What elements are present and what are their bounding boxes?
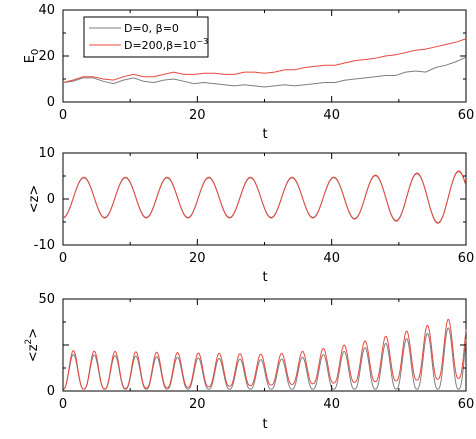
series-line-gray xyxy=(62,171,466,223)
y-tick-label: 40 xyxy=(38,3,55,18)
x-tick-label: 20 xyxy=(189,397,206,412)
x-tick-label: 0 xyxy=(59,108,67,123)
legend-label-red: D=200,β=10−3 xyxy=(124,37,208,52)
svg-text:<z2>: <z2> xyxy=(24,328,41,362)
x-tick-label: 60 xyxy=(458,397,475,412)
y-axis-label: <z> xyxy=(27,185,42,214)
series-line-gray xyxy=(62,327,467,390)
y-axis-label: <z2> xyxy=(24,328,41,362)
x-tick-label: 0 xyxy=(59,251,67,266)
y-tick-label: 0 xyxy=(47,384,55,399)
series-layer xyxy=(62,318,467,390)
y-axis-label-sub: 0 xyxy=(30,49,41,55)
x-tick-label: 60 xyxy=(458,251,475,266)
x-tick-label: 40 xyxy=(323,251,340,266)
y-axis-label-close: > xyxy=(26,328,41,339)
series-line-red xyxy=(62,170,466,224)
ticks-layer xyxy=(62,152,467,246)
legend: D=0, β=0 D=200,β=10−3 xyxy=(83,16,209,58)
series-layer xyxy=(62,38,467,88)
y-tick-label: -10 xyxy=(34,238,55,253)
x-axis-label: t xyxy=(262,270,267,285)
y-tick-label: 0 xyxy=(47,192,55,207)
series-layer xyxy=(62,170,466,224)
x-tick-label: 40 xyxy=(323,397,340,412)
series-line-gray xyxy=(62,56,467,88)
plot-frame xyxy=(62,152,467,246)
x-axis-label: t xyxy=(262,417,267,432)
ticks-layer xyxy=(62,298,467,392)
y-axis-label-main: E xyxy=(23,55,38,63)
y-tick-label: 0 xyxy=(47,95,55,110)
series-line-red xyxy=(62,318,467,390)
plot-frame xyxy=(62,298,467,392)
y-axis-label-open: <z xyxy=(26,344,41,362)
y-axis-label: E0 xyxy=(23,49,41,64)
x-tick-label: 20 xyxy=(189,108,206,123)
mean-z-panel: 0 20 40 60 -10 0 10 t <z> xyxy=(27,146,474,285)
ticks-layer xyxy=(62,9,467,103)
energy-panel: 0 20 40 60 0 20 40 t E0 D=0, β=0 D=200,β… xyxy=(23,3,474,142)
series-line-red xyxy=(62,38,467,83)
y-tick-label: 10 xyxy=(38,146,55,161)
legend-label-gray: D=0, β=0 xyxy=(124,22,179,35)
mean-z2-panel: 0 20 40 60 0 50 t <z2> xyxy=(24,292,474,432)
x-tick-label: 40 xyxy=(323,108,340,123)
x-tick-label: 0 xyxy=(59,397,67,412)
y-tick-label: 20 xyxy=(38,49,55,64)
svg-text:E0: E0 xyxy=(23,49,41,64)
y-tick-label: 50 xyxy=(38,292,55,307)
x-axis-label: t xyxy=(262,127,267,142)
legend-box xyxy=(83,16,209,58)
x-tick-label: 20 xyxy=(189,251,206,266)
x-tick-label: 60 xyxy=(458,108,475,123)
y-axis-label-sup: 2 xyxy=(24,339,34,345)
